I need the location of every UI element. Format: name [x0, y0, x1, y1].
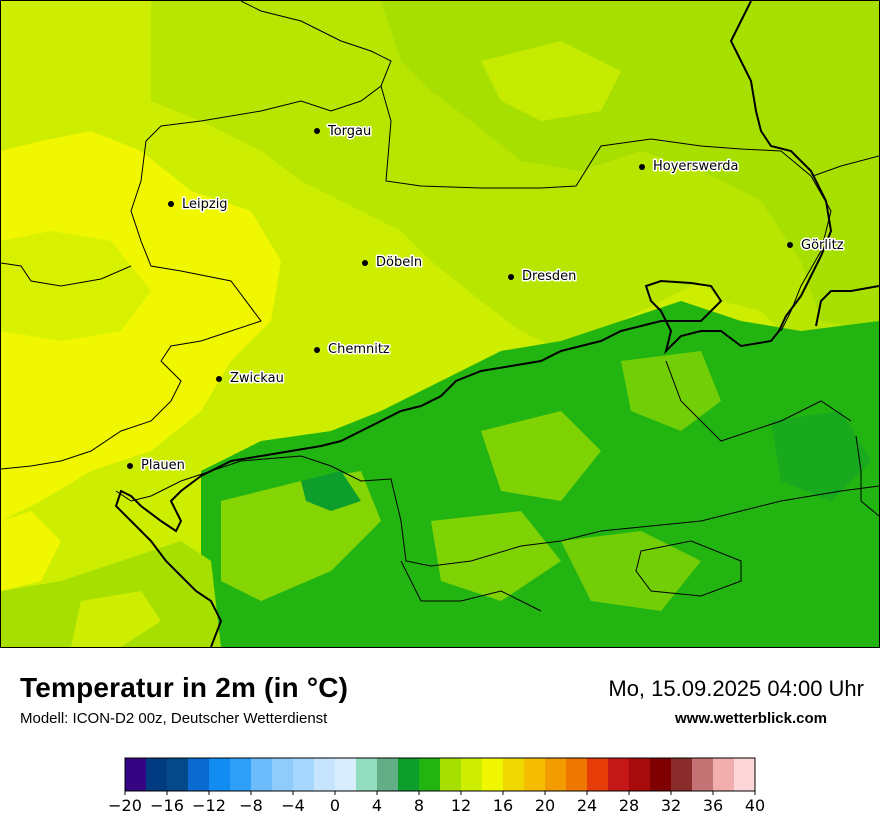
legend-swatch: [608, 758, 630, 791]
city-doebeln: Döbeln: [362, 254, 424, 272]
legend-canvas: −20 −16 −12 −8 −4 0 4 8 12 16 20 24 28 32 36 40: [108, 757, 765, 815]
temperature-patch: [71, 591, 161, 647]
legend-swatch: [314, 758, 336, 791]
legend-swatch: [419, 758, 441, 791]
legend-swatch: [503, 758, 525, 791]
city-dot: [314, 347, 320, 353]
legend-tick-label: −8: [239, 796, 263, 815]
legend-tick-label: 8: [414, 796, 424, 815]
city-label: Chemnitz: [328, 342, 390, 357]
legend-swatch: [146, 758, 168, 791]
city-zwickau: Zwickau: [216, 370, 285, 388]
city-hoyerswerda: Hoyerswerda: [639, 158, 740, 176]
legend-swatch: [293, 758, 315, 791]
legend-swatch: [587, 758, 609, 791]
legend-swatch: [398, 758, 420, 791]
legend-swatch: [566, 758, 588, 791]
city-markers: Torgau Hoyerswerda Leipzig Görlitz Döbel…: [127, 123, 845, 475]
temperature-patch: [1, 541, 221, 647]
map-canvas: Torgau Hoyerswerda Leipzig Görlitz Döbel…: [1, 1, 879, 647]
legend-tick-label: 32: [661, 796, 681, 815]
temperature-patch: [771, 411, 871, 501]
city-label: Hoyerswerda: [653, 159, 739, 174]
city-label: Döbeln: [376, 255, 422, 270]
legend-swatch: [188, 758, 210, 791]
legend-tick-label: 12: [451, 796, 471, 815]
city-dot: [787, 242, 793, 248]
legend-swatch: [125, 758, 147, 791]
city-leipzig: Leipzig: [168, 196, 229, 214]
legend-swatch: [713, 758, 735, 791]
legend-swatch: [629, 758, 651, 791]
legend-border: [124, 757, 756, 792]
city-goerlitz: Görlitz: [787, 237, 845, 255]
legend-tick-label: 0: [330, 796, 340, 815]
city-label: Leipzig: [182, 197, 228, 212]
city-dresden: Dresden: [508, 268, 578, 286]
city-dot: [127, 463, 133, 469]
temperature-patch: [481, 411, 601, 501]
city-dot: [362, 260, 368, 266]
city-dot: [314, 128, 320, 134]
district-borders: [1, 1, 879, 612]
legend-swatch: [377, 758, 399, 791]
model-info: Modell: ICON-D2 00z, Deutscher Wetterdie…: [20, 710, 328, 727]
temperature-patch: [1, 231, 151, 341]
legend-swatch: [545, 758, 567, 791]
temperature-patch: [561, 531, 701, 611]
city-label: Plauen: [141, 458, 185, 473]
legend-swatch: [482, 758, 504, 791]
legend-tick-label: −4: [281, 796, 305, 815]
temperature-patch: [621, 351, 721, 431]
legend-tick-label: 16: [493, 796, 513, 815]
legend-tick-label: 36: [703, 796, 723, 815]
legend-swatch: [650, 758, 672, 791]
city-dot: [216, 376, 222, 382]
legend-tick-label: 24: [577, 796, 597, 815]
legend-swatch: [167, 758, 189, 791]
national-border: [114, 1, 879, 647]
temperature-patch: [431, 511, 561, 601]
legend-swatch: [356, 758, 378, 791]
legend-swatch: [251, 758, 273, 791]
city-plauen: Plauen: [127, 457, 186, 475]
city-label: Zwickau: [230, 371, 284, 386]
city-dot: [508, 274, 514, 280]
legend-tick-label: −20: [108, 796, 142, 815]
legend-swatch: [671, 758, 693, 791]
temperature-patch: [1, 511, 61, 591]
legend-swatch: [272, 758, 294, 791]
legend-swatches: [124, 757, 756, 792]
city-label: Torgau: [327, 124, 371, 139]
legend-tick-label: 40: [745, 796, 765, 815]
temperature-patch: [481, 41, 621, 121]
temperature-patch: [301, 471, 361, 511]
forecast-datetime: Mo, 15.09.2025 04:00 Uhr: [608, 676, 864, 701]
legend-tick-label: −12: [192, 796, 226, 815]
legend-swatch: [734, 758, 756, 791]
legend-swatch: [209, 758, 231, 791]
city-label: Görlitz: [801, 238, 844, 253]
city-dot: [639, 164, 645, 170]
legend-swatch: [335, 758, 357, 791]
legend-tick-label: 20: [535, 796, 555, 815]
legend-swatch: [524, 758, 546, 791]
legend-tick-label: 28: [619, 796, 639, 815]
legend-ticks: −20 −16 −12 −8 −4 0 4 8 12 16 20 24 28 32 36 40: [108, 791, 765, 815]
legend-swatch: [461, 758, 483, 791]
legend-swatch: [440, 758, 462, 791]
color-legend: −20 −16 −12 −8 −4 0 4 8 12 16 20 24 28 32 36 40: [0, 750, 880, 830]
city-chemnitz: Chemnitz: [314, 341, 391, 359]
legend-swatch: [692, 758, 714, 791]
city-torgau: Torgau: [314, 123, 373, 141]
city-label: Dresden: [522, 269, 576, 284]
temperature-field-west: [1, 131, 281, 521]
website-link[interactable]: www.wetterblick.com: [675, 710, 827, 727]
legend-tick-label: 4: [372, 796, 382, 815]
legend-swatch: [230, 758, 252, 791]
temperature-map: Torgau Hoyerswerda Leipzig Görlitz Döbel…: [0, 0, 880, 648]
map-title: Temperatur in 2m (in °C): [20, 672, 349, 703]
city-dot: [168, 201, 174, 207]
legend-tick-label: −16: [150, 796, 184, 815]
